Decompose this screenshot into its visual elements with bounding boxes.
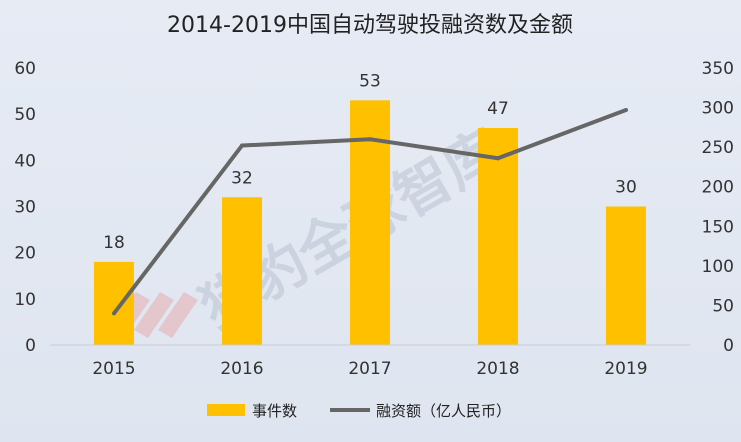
line-series — [112, 107, 628, 316]
bar — [478, 128, 518, 345]
bar — [94, 261, 134, 345]
right-tick-label: 350 — [702, 59, 734, 79]
line-point — [624, 107, 628, 112]
left-tick-label: 30 — [14, 198, 36, 218]
right-axis: 0 50 100 150 200 250 300 350 — [702, 59, 734, 356]
right-tick-label: 250 — [702, 138, 734, 158]
data-labels: 18 32 53 47 30 — [103, 71, 637, 253]
line-point — [368, 137, 372, 142]
data-label: 32 — [231, 168, 253, 188]
right-tick-label: 200 — [702, 178, 734, 198]
data-label: 18 — [103, 233, 125, 253]
chart-title: 2014-2019中国自动驾驶投融资数及金额 — [167, 13, 573, 38]
right-tick-label: 150 — [702, 217, 734, 237]
x-tick-label: 2016 — [220, 359, 263, 379]
line-point — [240, 143, 244, 148]
bars — [94, 100, 646, 345]
left-tick-label: 0 — [25, 336, 36, 356]
x-tick-label: 2015 — [92, 359, 135, 379]
right-tick-label: 300 — [702, 99, 734, 119]
data-label: 30 — [615, 178, 637, 198]
right-tick-label: 100 — [702, 257, 734, 277]
line-point — [112, 311, 116, 316]
watermark-stripe — [134, 292, 174, 338]
left-tick-label: 10 — [14, 290, 36, 310]
line-point — [496, 156, 500, 161]
x-tick-label: 2019 — [604, 359, 647, 379]
bar — [222, 197, 262, 345]
data-label: 53 — [359, 71, 381, 91]
left-axis: 0 10 20 30 40 50 60 — [14, 59, 36, 356]
left-tick-label: 20 — [14, 244, 36, 264]
right-tick-label: 50 — [712, 296, 734, 316]
left-tick-label: 40 — [14, 151, 36, 171]
legend-label-bar: 事件数 — [252, 402, 297, 420]
right-tick-label: 0 — [723, 336, 734, 356]
x-tick-label: 2017 — [348, 359, 391, 379]
legend-swatch-bar — [207, 404, 245, 416]
x-axis: 2015 2016 2017 2018 2019 — [50, 344, 690, 379]
bar — [350, 100, 390, 345]
x-tick-label: 2018 — [476, 359, 519, 379]
legend: 事件数 融资额（亿人民币） — [207, 402, 511, 420]
left-tick-label: 60 — [14, 59, 36, 79]
watermark-stripe — [158, 292, 198, 338]
bar — [606, 206, 646, 345]
legend-label-line: 融资额（亿人民币） — [376, 402, 511, 420]
data-label: 47 — [487, 99, 509, 119]
left-tick-label: 50 — [14, 105, 36, 125]
